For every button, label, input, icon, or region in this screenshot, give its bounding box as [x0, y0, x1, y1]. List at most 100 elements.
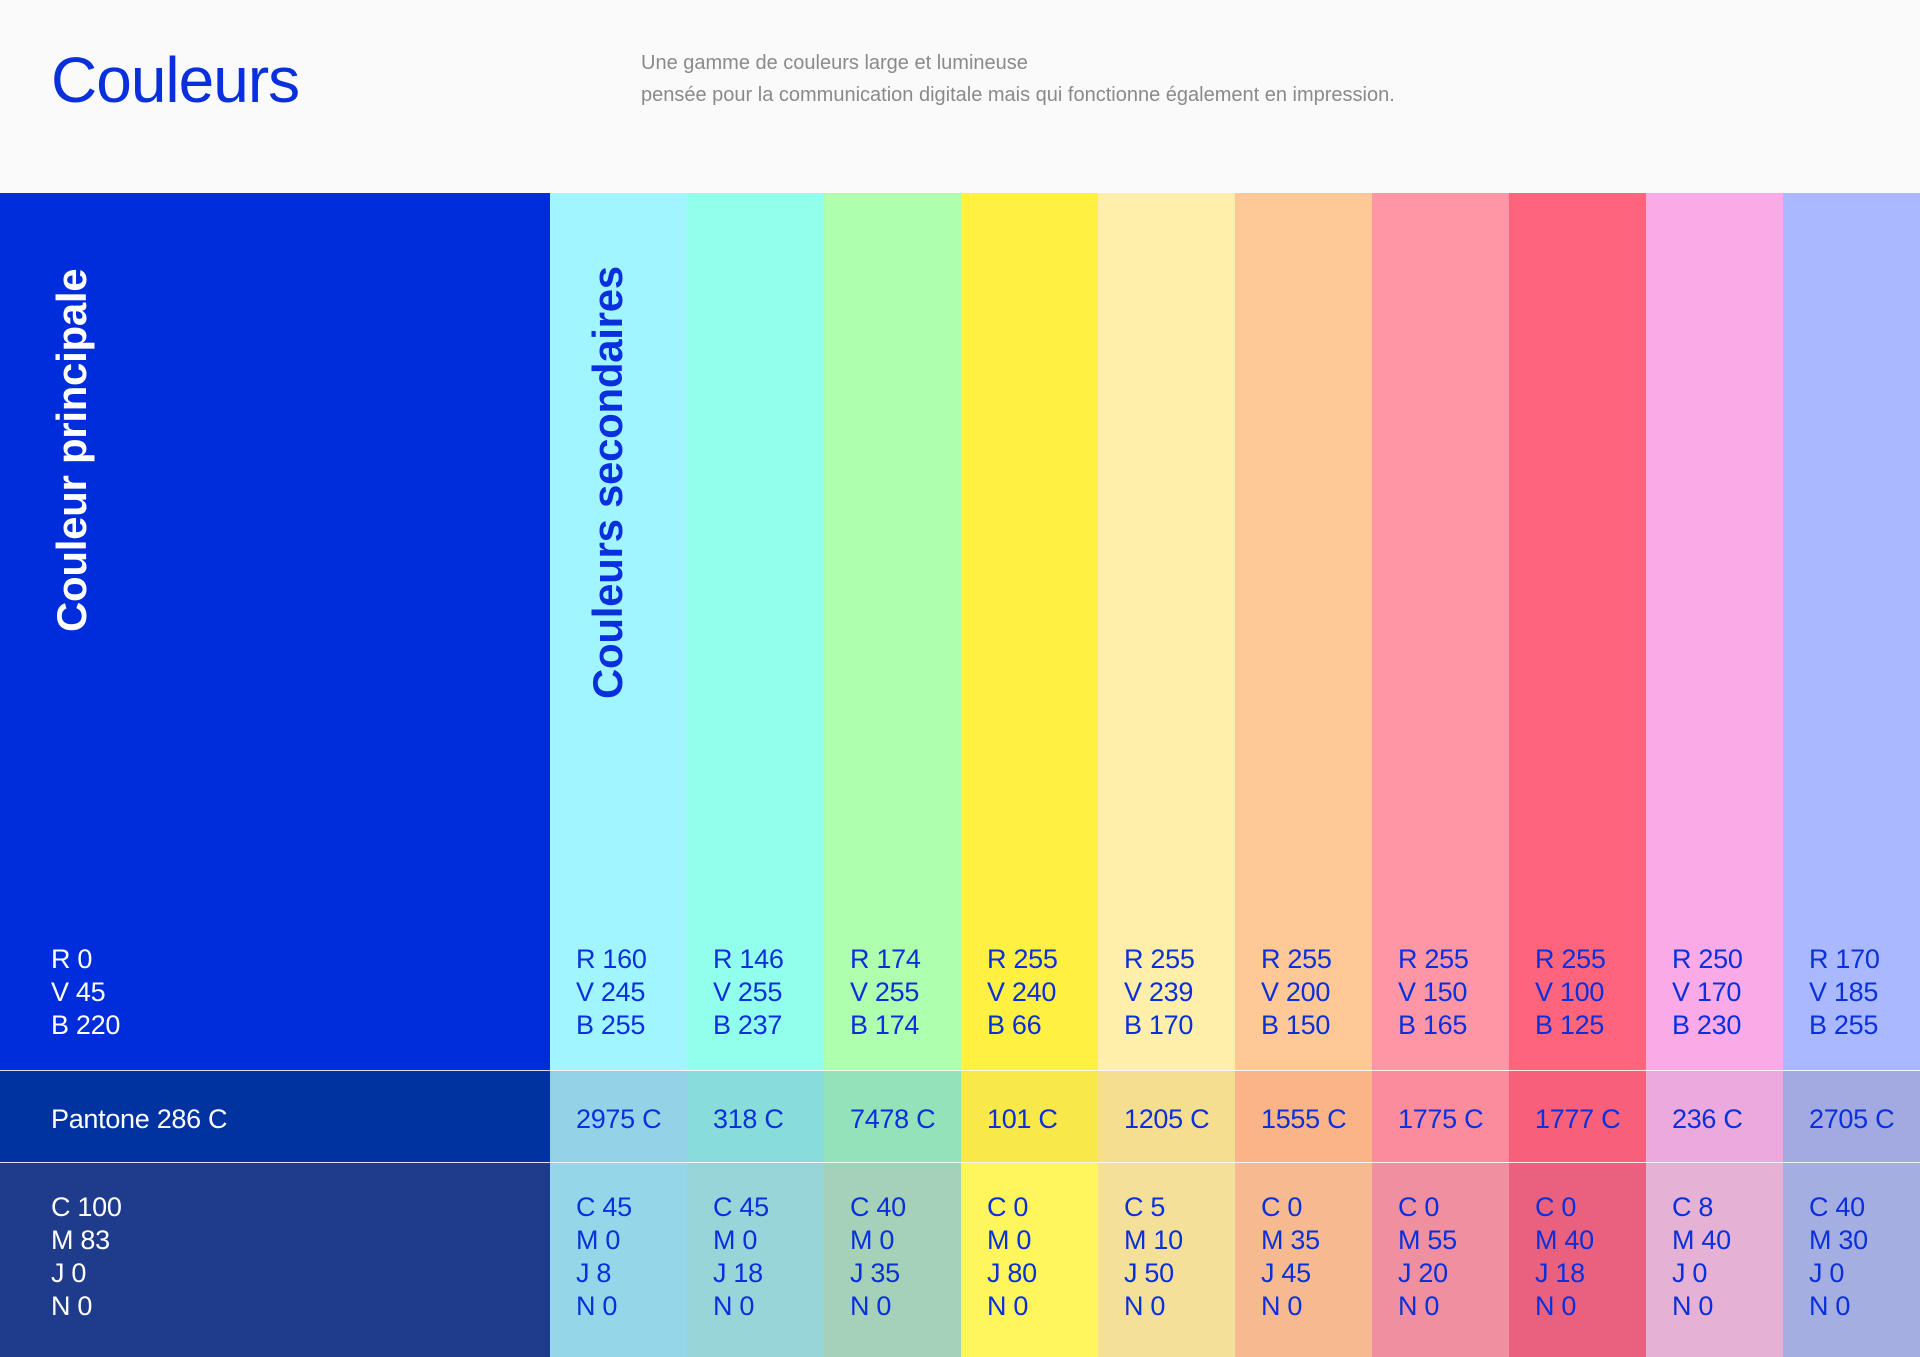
rgb-v-value: V 245 [576, 977, 646, 1007]
cmyk-swatch [550, 1163, 687, 1357]
cmyk-j-value: J 45 [1261, 1258, 1311, 1288]
rgb-values: R 255 V 150 B 165 [1398, 943, 1469, 1042]
rgb-r-value: R 160 [576, 944, 647, 974]
rgb-v-value: V 255 [850, 977, 920, 1007]
pantone-value-box: 101 C [987, 1103, 1058, 1136]
cmyk-n-value: N 0 [850, 1291, 892, 1321]
pantone-value-box: 1555 C [1261, 1103, 1347, 1136]
color-swatches: Couleur principale R 0 V 45 B 220 Panton… [0, 193, 1920, 1357]
pantone-value-box: 1205 C [1124, 1103, 1210, 1136]
row-divider [0, 1070, 1920, 1071]
rgb-v-value: V 100 [1535, 977, 1605, 1007]
rgb-v-value: V 200 [1261, 977, 1331, 1007]
rgb-b-value: B 150 [1261, 1010, 1331, 1040]
rgb-swatch [961, 193, 1098, 1071]
rgb-values: R 160 V 245 B 255 [576, 943, 647, 1042]
cmyk-m-value: M 40 [1535, 1225, 1594, 1255]
rgb-b-value: B 174 [850, 1010, 920, 1040]
primary-pantone-swatch [0, 1071, 550, 1163]
rgb-b-value: B 125 [1535, 1010, 1605, 1040]
primary-rgb-swatch [0, 193, 550, 1071]
cmyk-m-value: M 35 [1261, 1225, 1320, 1255]
rgb-r-value: R 255 [1398, 944, 1469, 974]
rgb-r-value: R 174 [850, 944, 921, 974]
cmyk-swatch [1235, 1163, 1372, 1357]
pantone-swatch [1098, 1071, 1235, 1163]
cmyk-c-value: C 5 [1124, 1192, 1166, 1222]
cmyk-j-value: J 35 [850, 1258, 900, 1288]
rgb-v-value: V 239 [1124, 977, 1194, 1007]
rgb-v-value: V 255 [713, 977, 783, 1007]
rgb-values: R 255 V 239 B 170 [1124, 943, 1195, 1042]
rgb-r-value: R 250 [1672, 944, 1743, 974]
primary-cmyk-swatch [0, 1163, 550, 1357]
rgb-values: R 255 V 100 B 125 [1535, 943, 1606, 1042]
cmyk-n-value: N 0 [1809, 1291, 1851, 1321]
rgb-r-value: R 255 [1535, 944, 1606, 974]
pantone-swatch [824, 1071, 961, 1163]
cmyk-c-value: C 0 [1535, 1192, 1577, 1222]
cmyk-c-value: C 45 [576, 1192, 632, 1222]
pantone-value: 1205 C [1124, 1104, 1210, 1134]
cmyk-c-value: C 40 [850, 1192, 906, 1222]
primary-color-column: Couleur principale R 0 V 45 B 220 Panton… [0, 193, 550, 1357]
cmyk-m-value: M 30 [1809, 1225, 1868, 1255]
rgb-v-value: V 185 [1809, 977, 1879, 1007]
cmyk-j-value: J 0 [1809, 1258, 1845, 1288]
rgb-b-value: B 165 [1398, 1010, 1468, 1040]
cmyk-m-value: M 55 [1398, 1225, 1457, 1255]
cmyk-swatch [1509, 1163, 1646, 1357]
cmyk-n-value: N 0 [1261, 1291, 1303, 1321]
rgb-swatch [1783, 193, 1920, 1071]
cmyk-j-value: J 50 [1124, 1258, 1174, 1288]
rgb-b-value: B 66 [987, 1010, 1042, 1040]
pantone-value: 2975 C [576, 1104, 662, 1134]
pantone-value: 236 C [1672, 1104, 1743, 1134]
cmyk-swatch [1646, 1163, 1783, 1357]
cmyk-j-value: J 0 [51, 1258, 87, 1288]
rgb-b-value: B 237 [713, 1010, 783, 1040]
cmyk-swatch [1098, 1163, 1235, 1357]
pantone-value-box: 318 C [713, 1103, 784, 1136]
rgb-b-value: B 255 [576, 1010, 646, 1040]
cmyk-c-value: C 0 [987, 1192, 1029, 1222]
cmyk-m-value: M 0 [850, 1225, 895, 1255]
primary-color-label: Couleur principale [48, 268, 95, 632]
cmyk-n-value: N 0 [1398, 1291, 1440, 1321]
rgb-v-value: V 45 [51, 977, 106, 1007]
cmyk-m-value: M 40 [1672, 1225, 1731, 1255]
cmyk-c-value: C 8 [1672, 1192, 1714, 1222]
rgb-swatch [1098, 193, 1235, 1071]
rgb-values: R 255 V 200 B 150 [1261, 943, 1332, 1042]
pantone-value-box: 7478 C [850, 1103, 936, 1136]
cmyk-j-value: J 18 [713, 1258, 763, 1288]
pantone-value: 7478 C [850, 1104, 936, 1134]
cmyk-c-value: C 100 [51, 1192, 122, 1222]
cmyk-n-value: N 0 [51, 1291, 93, 1321]
cmyk-n-value: N 0 [1124, 1291, 1166, 1321]
cmyk-swatch [824, 1163, 961, 1357]
pantone-value: 318 C [713, 1104, 784, 1134]
pantone-value: 1555 C [1261, 1104, 1347, 1134]
page-subtitle: Une gamme de couleurs large et lumineuse… [641, 47, 1395, 111]
rgb-v-value: V 150 [1398, 977, 1468, 1007]
rgb-swatch [824, 193, 961, 1071]
pantone-value-box: 236 C [1672, 1103, 1743, 1136]
rgb-values: R 255 V 240 B 66 [987, 943, 1058, 1042]
pantone-value-box: 2975 C [576, 1103, 662, 1136]
cmyk-n-value: N 0 [987, 1291, 1029, 1321]
cmyk-j-value: J 18 [1535, 1258, 1585, 1288]
cmyk-m-value: M 0 [987, 1225, 1032, 1255]
pantone-swatch [687, 1071, 824, 1163]
rgb-b-value: B 220 [51, 1010, 121, 1040]
